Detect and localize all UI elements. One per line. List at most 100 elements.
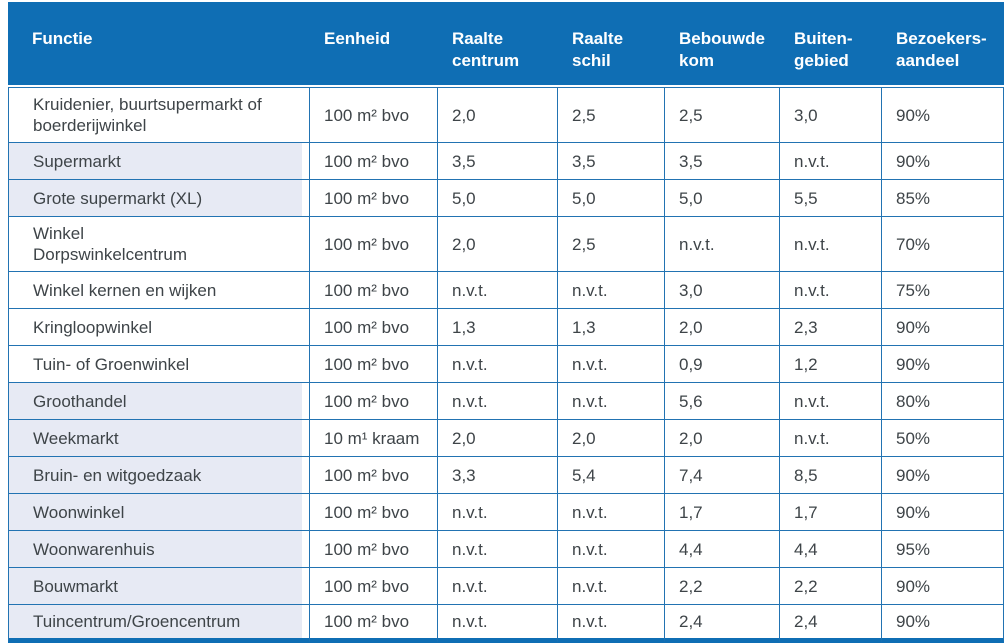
cell-eenheid: 100 m² bvo <box>310 494 438 531</box>
cell-eenheid: 10 m¹ kraam <box>310 420 438 457</box>
column-header-raalte-schil: Raalte schil <box>558 2 665 87</box>
cell-eenheid: 100 m² bvo <box>310 309 438 346</box>
cell-raalte_centrum: 2,0 <box>438 420 558 457</box>
cell-bebouwde_kom: 2,0 <box>665 420 780 457</box>
cell-raalte_schil: n.v.t. <box>558 346 665 383</box>
cell-buitengebied: 2,2 <box>780 568 882 605</box>
cell-raalte_centrum: 5,0 <box>438 180 558 217</box>
cell-bezoekersaandeel: 90% <box>882 494 1004 531</box>
cell-bezoekersaandeel: 90% <box>882 605 1004 643</box>
cell-raalte_centrum: 3,3 <box>438 457 558 494</box>
cell-bebouwde_kom: 2,0 <box>665 309 780 346</box>
cell-raalte_schil: n.v.t. <box>558 272 665 309</box>
table-row: Kruidenier, buurtsupermarkt of boerderij… <box>8 87 1004 143</box>
cell-eenheid: 100 m² bvo <box>310 272 438 309</box>
cell-buitengebied: n.v.t. <box>780 383 882 420</box>
cell-functie: Woonwarenhuis <box>8 531 310 568</box>
table-row: Grote supermarkt (XL) 100 m² bvo 5,0 5,0 5,0… <box>8 180 1004 217</box>
cell-bezoekersaandeel: 90% <box>882 309 1004 346</box>
cell-functie: Kringloopwinkel <box>8 309 310 346</box>
cell-bebouwde_kom: 3,0 <box>665 272 780 309</box>
cell-eenheid: 100 m² bvo <box>310 605 438 643</box>
cell-raalte_schil: 2,0 <box>558 420 665 457</box>
cell-bezoekersaandeel: 90% <box>882 568 1004 605</box>
cell-bezoekersaandeel: 90% <box>882 143 1004 180</box>
column-header-buitengebied: Buiten- gebied <box>780 2 882 87</box>
cell-bebouwde_kom: 5,6 <box>665 383 780 420</box>
table-row: Bouwmarkt 100 m² bvo n.v.t. n.v.t. 2,2 2,2 90% <box>8 568 1004 605</box>
cell-eenheid: 100 m² bvo <box>310 143 438 180</box>
cell-buitengebied: 2,3 <box>780 309 882 346</box>
cell-bebouwde_kom: n.v.t. <box>665 217 780 272</box>
cell-buitengebied: 8,5 <box>780 457 882 494</box>
cell-raalte_centrum: n.v.t. <box>438 272 558 309</box>
cell-buitengebied: n.v.t. <box>780 420 882 457</box>
cell-functie: Woonwinkel <box>8 494 310 531</box>
cell-bebouwde_kom: 7,4 <box>665 457 780 494</box>
cell-raalte_schil: n.v.t. <box>558 494 665 531</box>
cell-functie: Groothandel <box>8 383 310 420</box>
cell-eenheid: 100 m² bvo <box>310 217 438 272</box>
cell-raalte_centrum: n.v.t. <box>438 531 558 568</box>
cell-eenheid: 100 m² bvo <box>310 87 438 143</box>
table-row: Kringloopwinkel 100 m² bvo 1,3 1,3 2,0 2,3 90% <box>8 309 1004 346</box>
cell-raalte_schil: n.v.t. <box>558 568 665 605</box>
column-header-bebouwde-kom: Bebouwde kom <box>665 2 780 87</box>
parking-norms-table: Functie Eenheid Raalte centrum Raalte sc… <box>8 2 1004 643</box>
cell-raalte_centrum: 3,5 <box>438 143 558 180</box>
column-header-bezoekersaandeel: Bezoekers- aandeel <box>882 2 1004 87</box>
table-row: Supermarkt 100 m² bvo 3,5 3,5 3,5 n.v.t. 90% <box>8 143 1004 180</box>
cell-buitengebied: 3,0 <box>780 87 882 143</box>
table-row: Weekmarkt 10 m¹ kraam 2,0 2,0 2,0 n.v.t. 50% <box>8 420 1004 457</box>
cell-bezoekersaandeel: 90% <box>882 87 1004 143</box>
cell-buitengebied: 5,5 <box>780 180 882 217</box>
cell-bezoekersaandeel: 70% <box>882 217 1004 272</box>
table-row: Tuincentrum/Groencentrum 100 m² bvo n.v.t.… <box>8 605 1004 643</box>
cell-bebouwde_kom: 5,0 <box>665 180 780 217</box>
cell-bezoekersaandeel: 95% <box>882 531 1004 568</box>
cell-raalte_schil: 2,5 <box>558 87 665 143</box>
cell-raalte_schil: 3,5 <box>558 143 665 180</box>
cell-raalte_schil: 5,0 <box>558 180 665 217</box>
cell-raalte_centrum: 2,0 <box>438 217 558 272</box>
cell-raalte_centrum: n.v.t. <box>438 605 558 643</box>
cell-functie: Weekmarkt <box>8 420 310 457</box>
cell-raalte_schil: n.v.t. <box>558 383 665 420</box>
cell-bebouwde_kom: 4,4 <box>665 531 780 568</box>
table-row: Winkel Dorpswinkelcentrum 100 m² bvo 2,0 2,… <box>8 217 1004 272</box>
table-row: Groothandel 100 m² bvo n.v.t. n.v.t. 5,6 n.v.… <box>8 383 1004 420</box>
cell-raalte_centrum: n.v.t. <box>438 568 558 605</box>
table-row: Tuin- of Groenwinkel 100 m² bvo n.v.t. n.v.… <box>8 346 1004 383</box>
cell-bebouwde_kom: 2,2 <box>665 568 780 605</box>
cell-buitengebied: 2,4 <box>780 605 882 643</box>
column-header-raalte-centrum: Raalte centrum <box>438 2 558 87</box>
header-row: Functie Eenheid Raalte centrum Raalte sc… <box>8 2 1004 87</box>
cell-eenheid: 100 m² bvo <box>310 346 438 383</box>
cell-eenheid: 100 m² bvo <box>310 568 438 605</box>
cell-buitengebied: n.v.t. <box>780 272 882 309</box>
cell-raalte_schil: 2,5 <box>558 217 665 272</box>
column-header-functie: Functie <box>8 2 310 87</box>
cell-bebouwde_kom: 2,5 <box>665 87 780 143</box>
cell-raalte_centrum: n.v.t. <box>438 494 558 531</box>
cell-bebouwde_kom: 2,4 <box>665 605 780 643</box>
cell-functie: Tuincentrum/Groencentrum <box>8 605 310 643</box>
cell-eenheid: 100 m² bvo <box>310 531 438 568</box>
cell-raalte_centrum: 1,3 <box>438 309 558 346</box>
table-row: Woonwarenhuis 100 m² bvo n.v.t. n.v.t. 4,4 4,… <box>8 531 1004 568</box>
cell-bezoekersaandeel: 90% <box>882 346 1004 383</box>
cell-bebouwde_kom: 1,7 <box>665 494 780 531</box>
cell-functie: Winkel Dorpswinkelcentrum <box>8 217 310 272</box>
cell-buitengebied: 1,2 <box>780 346 882 383</box>
cell-raalte_schil: 1,3 <box>558 309 665 346</box>
cell-raalte_schil: n.v.t. <box>558 605 665 643</box>
cell-eenheid: 100 m² bvo <box>310 457 438 494</box>
cell-functie: Grote supermarkt (XL) <box>8 180 310 217</box>
cell-functie: Kruidenier, buurtsupermarkt of boerderij… <box>8 87 310 143</box>
table-body: Kruidenier, buurtsupermarkt of boerderij… <box>8 87 1004 643</box>
cell-raalte_centrum: n.v.t. <box>438 383 558 420</box>
cell-eenheid: 100 m² bvo <box>310 383 438 420</box>
cell-raalte_schil: 5,4 <box>558 457 665 494</box>
table-row: Woonwinkel 100 m² bvo n.v.t. n.v.t. 1,7 1,7 90… <box>8 494 1004 531</box>
